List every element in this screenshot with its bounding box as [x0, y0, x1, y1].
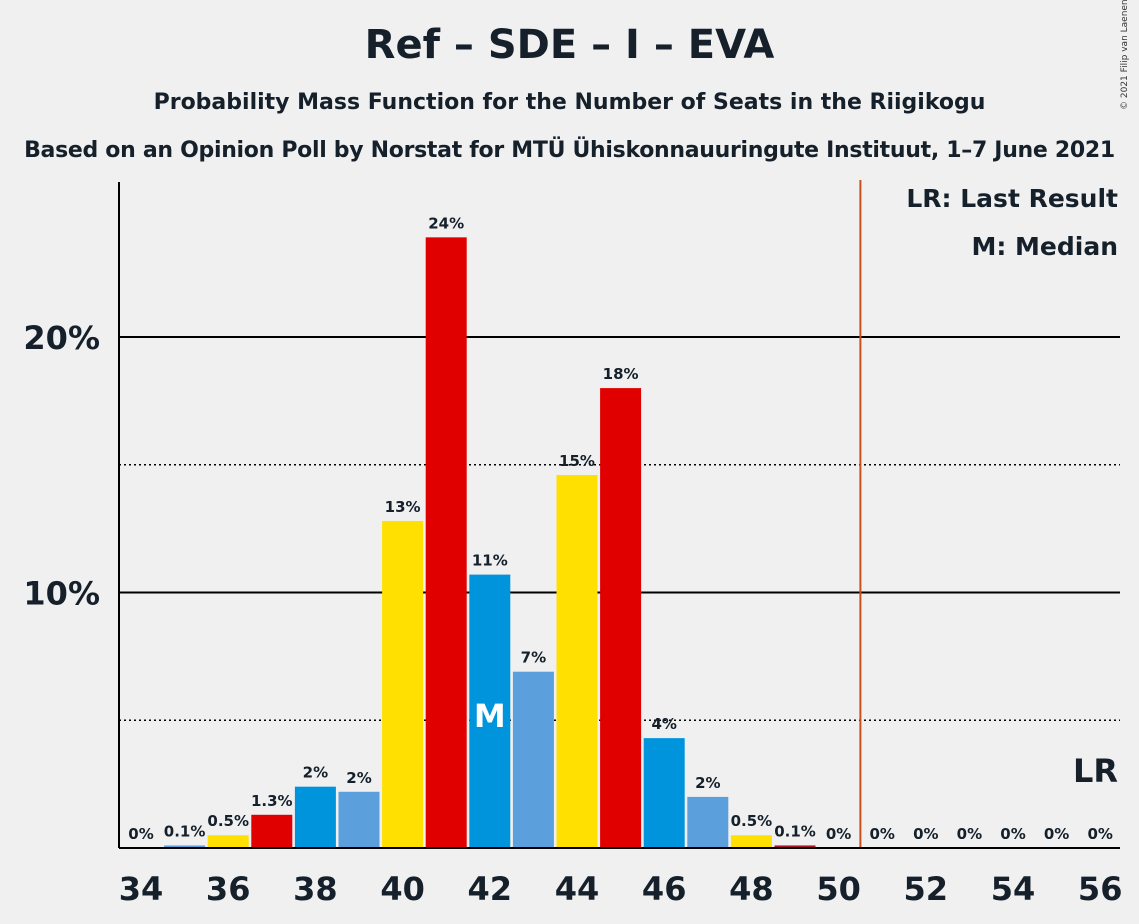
bar-35 [164, 845, 206, 848]
data-label-46: 4% [651, 715, 676, 733]
data-label-40: 13% [385, 498, 421, 516]
chart-source: Based on an Opinion Poll by Norstat for … [24, 138, 1115, 163]
y-tick-label: 20% [23, 319, 100, 357]
x-tick-label: 46 [642, 870, 687, 908]
bar-49 [774, 845, 816, 848]
x-tick-label: 44 [555, 870, 600, 908]
data-label-50: 0% [826, 825, 851, 843]
x-tick-label: 36 [206, 870, 251, 908]
x-tick-label: 56 [1078, 870, 1123, 908]
data-label-56: 0% [1087, 825, 1112, 843]
data-label-41: 24% [428, 214, 464, 232]
data-label-37: 1.3% [251, 792, 293, 810]
legend-last-result: LR: Last Result [906, 184, 1118, 213]
x-tick-label: 34 [119, 870, 164, 908]
data-label-55: 0% [1044, 825, 1069, 843]
bar-46 [643, 738, 685, 848]
data-label-39: 2% [346, 769, 371, 787]
legend-median: M: Median [971, 232, 1118, 261]
data-label-36: 0.5% [207, 812, 249, 830]
data-label-47: 2% [695, 774, 720, 792]
bar-38 [294, 786, 336, 848]
bar-37 [251, 814, 293, 848]
data-label-43: 7% [521, 649, 546, 667]
x-tick-label: 48 [729, 870, 774, 908]
data-label-48: 0.5% [731, 812, 773, 830]
data-label-42: 11% [472, 552, 508, 570]
data-label-51: 0% [869, 825, 894, 843]
bar-36 [207, 835, 249, 848]
bar-41 [425, 237, 467, 849]
median-marker: M [474, 697, 506, 735]
chart-subtitle: Probability Mass Function for the Number… [153, 90, 986, 115]
bars [164, 237, 816, 849]
data-label-45: 18% [603, 365, 639, 383]
bar-44 [556, 474, 598, 848]
bar-43 [512, 671, 554, 848]
bar-45 [600, 388, 642, 848]
data-label-49: 0.1% [774, 822, 816, 840]
y-tick-label: 10% [23, 575, 100, 613]
bar-48 [730, 835, 772, 848]
x-tick-label: 40 [380, 870, 425, 908]
data-label-38: 2% [303, 764, 328, 782]
x-tick-label: 38 [293, 870, 338, 908]
data-labels: 0% 0.1%0.5%1.3%2% 2%13%24%11%M7%15%18%4%2%… [128, 214, 1113, 843]
x-tick-label: 42 [468, 870, 513, 908]
data-label-44: 15% [559, 452, 595, 470]
last-result-marker: LR [1073, 752, 1118, 790]
bar-47 [687, 796, 729, 848]
data-label-52: 0% [913, 825, 938, 843]
x-tick-label: 54 [991, 870, 1036, 908]
bar-39 [338, 791, 380, 848]
data-label-54: 0% [1000, 825, 1025, 843]
x-tick-label: 50 [816, 870, 861, 908]
axes: 10% 20% 34 36 38 40 42 44 46 48 50 52 54 56 LR [23, 180, 1122, 908]
chart-title: Ref – SDE – I – EVA [364, 22, 775, 68]
bar-40 [382, 520, 424, 848]
x-tick-label: 52 [904, 870, 949, 908]
bar-42 [469, 574, 511, 848]
data-label-34: 0% [128, 825, 153, 843]
data-label-35: 0.1% [164, 822, 206, 840]
data-label-53: 0% [957, 825, 982, 843]
